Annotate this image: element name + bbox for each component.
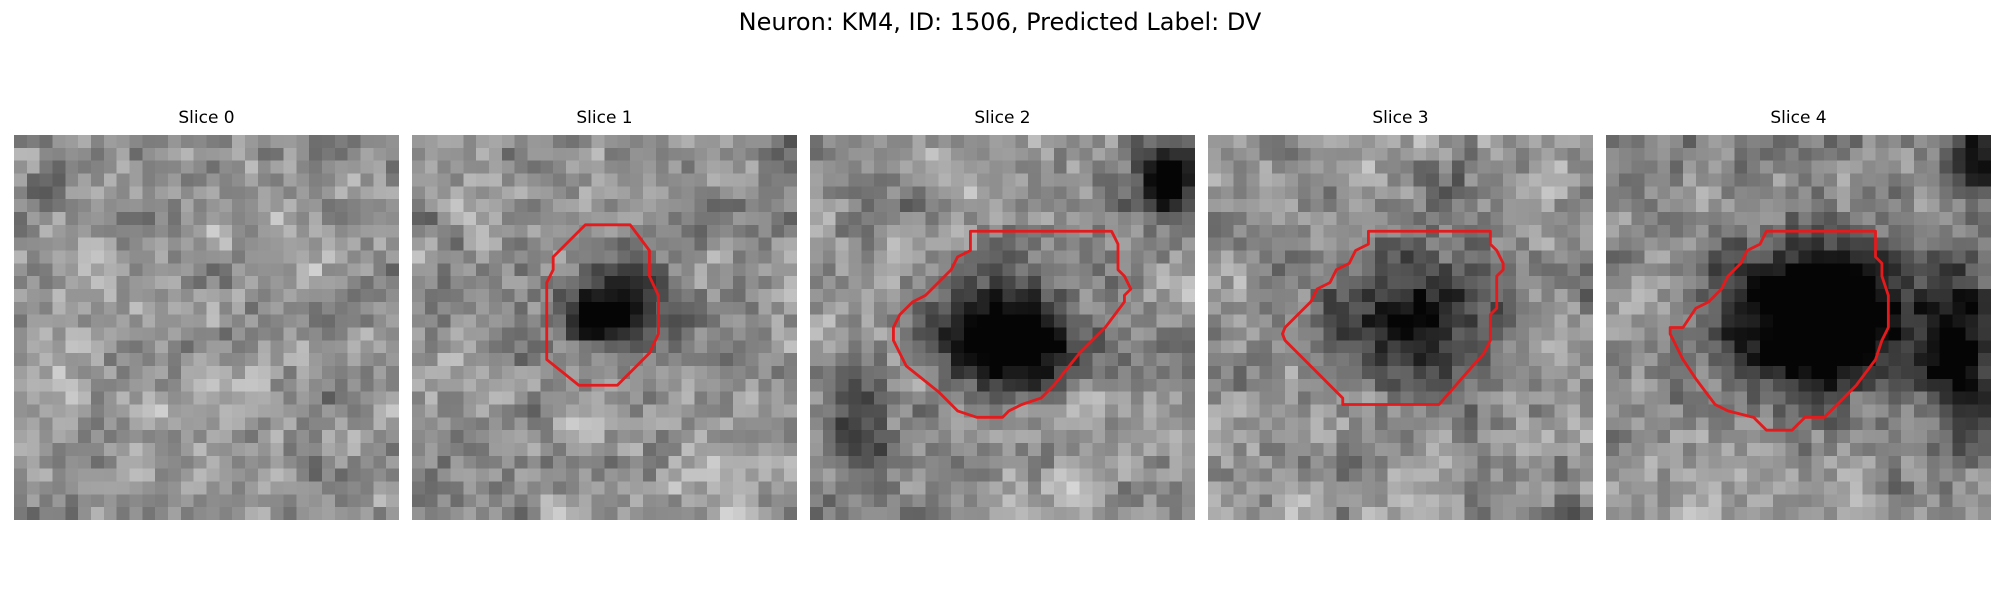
segmentation-contour: [892, 229, 1133, 419]
slice-title: Slice 0: [178, 108, 235, 128]
slice-image: [412, 135, 797, 520]
pixel-grid: [1208, 135, 1593, 520]
slice-panel-1: Slice 1: [412, 108, 797, 520]
segmentation-contour: [1281, 229, 1505, 406]
slice-title: Slice 4: [1770, 108, 1827, 128]
slice-title: Slice 1: [576, 108, 633, 128]
slice-image: [810, 135, 1195, 520]
slice-panel-2: Slice 2: [810, 108, 1195, 520]
slice-title: Slice 2: [974, 108, 1031, 128]
slice-title: Slice 3: [1372, 108, 1429, 128]
segmentation-contour: [545, 223, 660, 387]
figure-title: Neuron: KM4, ID: 1506, Predicted Label: …: [738, 8, 1262, 36]
segmentation-contour: [1668, 229, 1890, 432]
pixel-grid: [412, 135, 797, 520]
pixel-grid: [1606, 135, 1991, 520]
slice-image: [1208, 135, 1593, 520]
slice-panel-4: Slice 4: [1606, 108, 1991, 520]
slice-image: [14, 135, 399, 520]
slice-panel-3: Slice 3: [1208, 108, 1593, 520]
slice-image: [1606, 135, 1991, 520]
pixel-grid: [810, 135, 1195, 520]
pixel-grid: [14, 135, 399, 520]
slice-panel-0: Slice 0: [14, 108, 399, 520]
